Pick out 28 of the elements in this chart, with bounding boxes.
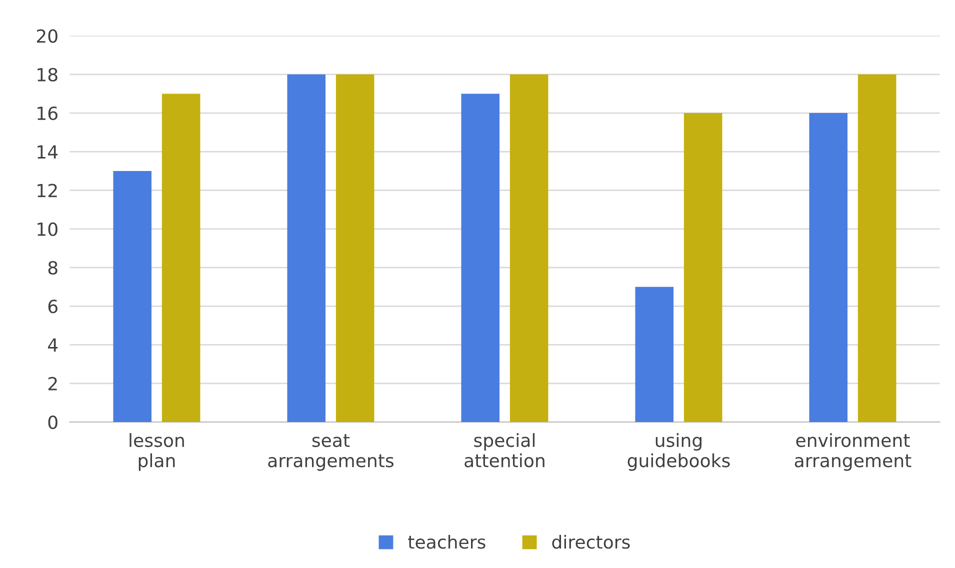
bar [336,74,374,422]
x-tick-label: lesson plan [130,433,184,471]
y-tick-label: 12 [38,184,57,198]
y-tick-label: 8 [48,260,58,275]
y-tick-label: 2 [48,376,57,390]
x-tick-label: seat arrangements [268,434,394,471]
bar [461,94,500,422]
bar [858,74,896,422]
bar [635,286,674,422]
y-tick-label: 20 [36,29,58,43]
y-tick-label: 0 [48,415,58,430]
bar [809,113,848,422]
bar [684,113,722,422]
bar [162,94,200,422]
y-tick-label: 6 [48,300,58,314]
bar [287,74,326,422]
y-tick-label: 18 [38,68,58,82]
bar [113,170,152,422]
x-tick-label: environment arrangement [794,433,912,471]
legend-label: teachers [408,534,486,549]
x-tick-label: special attention [464,433,544,468]
x-tick-label: using guidebooks [628,433,730,471]
y-tick-label: 14 [38,145,58,159]
legend-label: directors [552,534,630,549]
bar [510,74,548,422]
y-tick-label: 4 [48,338,58,352]
y-tick-label: 10 [38,222,58,236]
y-tick-label: 16 [38,106,58,120]
